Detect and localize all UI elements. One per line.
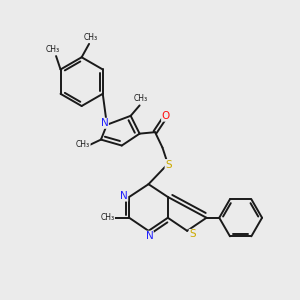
Text: O: O [162, 111, 170, 121]
Text: S: S [189, 230, 196, 239]
Text: CH₃: CH₃ [76, 140, 90, 149]
Text: N: N [100, 118, 108, 128]
Text: CH₃: CH₃ [133, 94, 147, 103]
Text: N: N [120, 191, 128, 201]
Text: CH₃: CH₃ [46, 45, 60, 54]
Text: CH₃: CH₃ [83, 33, 98, 42]
Text: N: N [146, 231, 153, 241]
Text: CH₃: CH₃ [100, 213, 115, 222]
Text: S: S [165, 160, 172, 170]
